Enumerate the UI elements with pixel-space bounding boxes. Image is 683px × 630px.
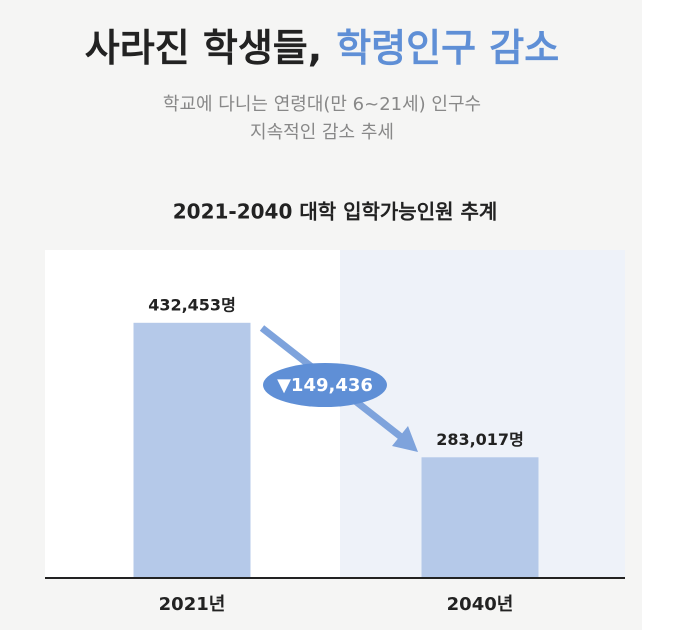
x-tick-label: 2021년	[159, 594, 226, 615]
bar	[133, 322, 251, 577]
subtitle: 학교에 다니는 연령대(만 6~21세) 인구수	[163, 94, 481, 115]
annotation-bubble	[263, 363, 387, 407]
bar	[421, 457, 539, 577]
chart-subtitle: 2021-2040 대학 입학가능인원 추계	[173, 200, 498, 224]
chart-title: 사라진 학생들, 학령인구 감소	[85, 26, 559, 70]
arrow-head	[392, 426, 418, 452]
annotation: ▼149,436	[277, 375, 373, 396]
x-tick-label: 2040년	[447, 594, 514, 615]
value-label: 432,453명	[148, 295, 236, 314]
value-label: 283,017명	[436, 430, 524, 449]
subtitle: 지속적인 감소 추세	[250, 122, 394, 143]
title-main: 사라진 학생들,	[85, 26, 322, 70]
title-highlight: 학령인구 감소	[336, 26, 559, 70]
